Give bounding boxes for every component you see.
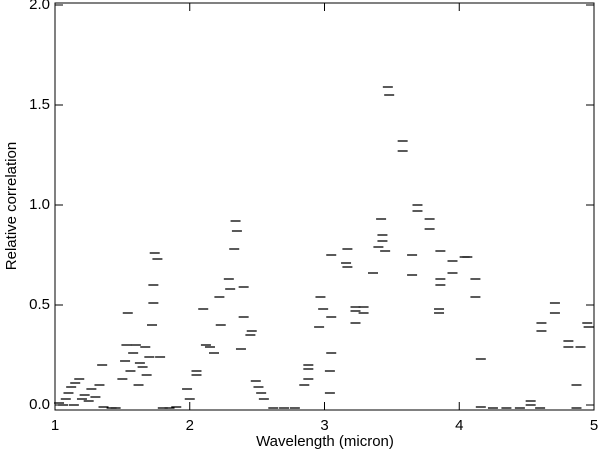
y-tick-label: 0.5	[29, 296, 50, 313]
x-tick-label: 2	[186, 417, 194, 434]
x-tick-label: 4	[455, 417, 463, 434]
y-axis-title: Relative correlation	[3, 142, 20, 270]
x-tick-label: 1	[51, 417, 59, 434]
x-tick-label: 3	[320, 417, 328, 434]
x-tick-label: 5	[590, 417, 598, 434]
y-tick-label: 1.5	[29, 96, 50, 113]
y-tick-label: 1.0	[29, 196, 50, 213]
y-tick-label: 0.0	[29, 396, 50, 413]
x-axis-title: Wavelength (micron)	[256, 433, 394, 450]
plot-frame	[54, 2, 595, 411]
y-tick-label: 2.0	[29, 0, 50, 13]
